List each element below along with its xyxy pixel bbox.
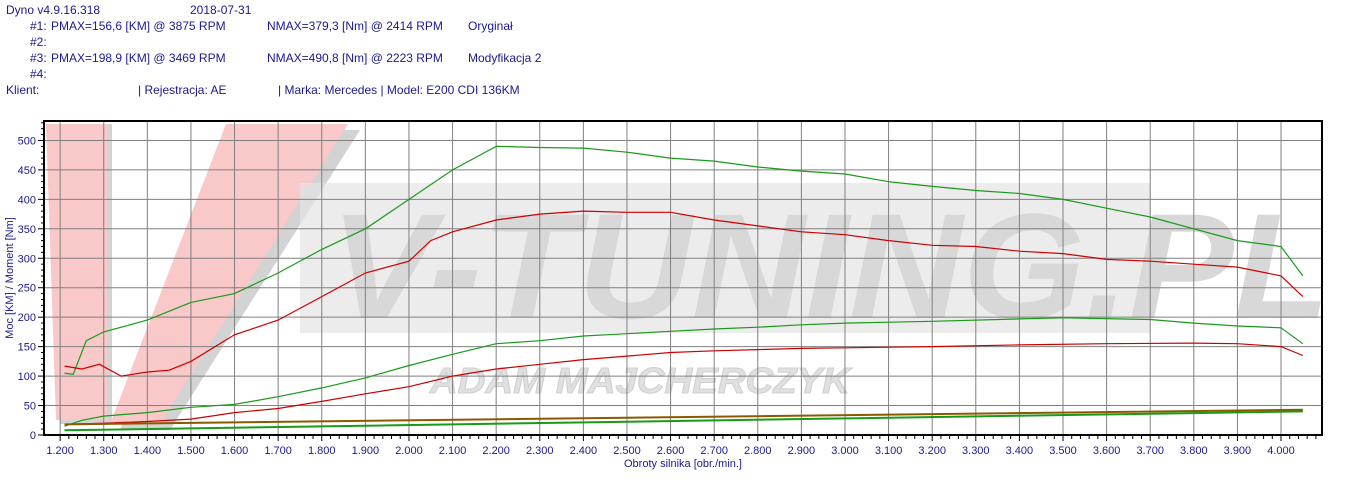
y-tick-label: 100 (18, 371, 36, 383)
x-tick-label: 3.600 (1093, 445, 1121, 457)
series-torque_mod (64, 145, 1304, 375)
run-id: #3: (30, 51, 47, 65)
watermark-subtext: ADAM MAJCHERCZYK (429, 360, 853, 401)
x-tick-label: 3.000 (831, 445, 859, 457)
x-tick-label: 3.800 (1180, 445, 1208, 457)
x-tick-label: 3.500 (1049, 445, 1077, 457)
run-name: Modyfikacja 2 (468, 51, 542, 65)
make-model-text: | Marka: Mercedes | Model: E200 CDI 136K… (278, 83, 520, 97)
run-nmax: NMAX=379,3 [Nm] @ 2414 RPM (267, 19, 443, 33)
series-loss_original (64, 408, 1303, 426)
client-label: Klient: (6, 83, 40, 97)
x-tick-label: 1.800 (308, 445, 336, 457)
x-tick-label: 2.300 (526, 445, 554, 457)
x-tick-label: 3.400 (1006, 445, 1034, 457)
x-tick-label: 2.200 (482, 445, 510, 457)
series-loss_mod (64, 410, 1303, 432)
y-tick-label: 250 (18, 283, 36, 295)
x-tick-label: 3.200 (918, 445, 946, 457)
x-tick-label: 3.100 (875, 445, 903, 457)
series-power_original (64, 342, 1304, 425)
y-tick-label: 200 (18, 312, 36, 324)
x-tick-label: 1.500 (177, 445, 205, 457)
x-tick-label: 2.000 (395, 445, 423, 457)
x-tick-label: 2.100 (439, 445, 467, 457)
run-id: #2: (30, 35, 47, 49)
run-id: #1: (30, 19, 47, 33)
y-tick-label: 150 (18, 342, 36, 354)
x-tick-label: 2.900 (788, 445, 816, 457)
x-tick-label: 2.600 (657, 445, 685, 457)
x-tick-label: 1.600 (221, 445, 249, 457)
run-pmax: PMAX=156,6 [KM] @ 3875 RPM (51, 19, 226, 33)
y-tick-label: 500 (18, 135, 36, 147)
version-text: Dyno v4.9.16.318 (6, 3, 101, 17)
run-name: Oryginał (468, 19, 513, 33)
x-tick-label: 2.700 (700, 445, 728, 457)
registration-text: | Rejestracja: AE (138, 83, 227, 97)
y-axis-label: Moc [KM] / Moment [Nm] (4, 217, 16, 339)
y-tick-label: 400 (18, 194, 36, 206)
x-tick-label: 2.800 (744, 445, 772, 457)
x-axis-label: Obroty silnika [obr./min.] (624, 458, 742, 470)
x-tick-label: 1.900 (352, 445, 380, 457)
watermark-text: V-TUNING.PL (330, 182, 1330, 350)
run-pmax: PMAX=198,9 [KM] @ 3469 RPM (51, 51, 226, 65)
y-tick-label: 50 (24, 401, 36, 413)
y-tick-label: 350 (18, 224, 36, 236)
x-tick-label: 2.400 (570, 445, 598, 457)
x-tick-label: 3.300 (962, 445, 990, 457)
series-torque_original (64, 210, 1304, 377)
run-nmax: NMAX=490,8 [Nm] @ 2223 RPM (267, 51, 443, 65)
y-tick-label: 450 (18, 165, 36, 177)
x-tick-label: 1.300 (90, 445, 118, 457)
x-tick-label: 1.200 (46, 445, 74, 457)
x-tick-label: 3.700 (1136, 445, 1164, 457)
x-tick-label: 2.500 (613, 445, 641, 457)
series-power_mod (64, 317, 1304, 427)
y-tick-label: 0 (30, 430, 36, 442)
plot-frame (43, 120, 1323, 436)
x-tick-label: 1.400 (134, 445, 162, 457)
x-tick-label: 1.700 (264, 445, 292, 457)
run-id: #4: (30, 67, 47, 81)
x-tick-label: 3.900 (1224, 445, 1252, 457)
x-tick-label: 4.000 (1267, 445, 1295, 457)
y-tick-label: 300 (18, 253, 36, 265)
date-text: 2018-07-31 (190, 3, 252, 17)
